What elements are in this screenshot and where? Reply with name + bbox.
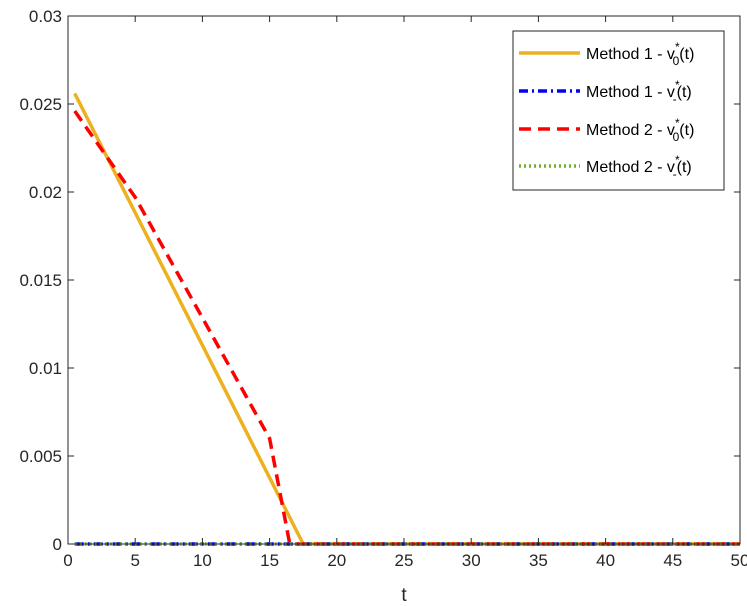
x-tick-label: 20 (327, 551, 346, 570)
x-tick-label: 5 (130, 551, 139, 570)
legend: Method 1 - v* 0(t) Method 1 - v* -(t) Method… (512, 30, 725, 191)
x-tick-label: 15 (260, 551, 279, 570)
legend-label-1: Method 1 - v* 0(t) (586, 40, 694, 68)
y-tick-label: 0.015 (19, 271, 62, 290)
x-tick-label: 30 (462, 551, 481, 570)
ticks-layer: 0 5 10 15 20 25 30 35 40 45 50 0 0.005 0.01 0.015 0.02 0… (19, 7, 747, 570)
y-tick-label: 0.03 (29, 7, 62, 26)
y-tick-label: 0.01 (29, 359, 62, 378)
x-tick-label: 0 (63, 551, 72, 570)
x-tick-label: 45 (663, 551, 682, 570)
legend-label-3: Method 2 - v* 0(t) (586, 116, 694, 144)
legend-label-2: Method 1 - v* -(t) (586, 78, 692, 106)
legend-box (512, 30, 725, 191)
x-tick-label: 40 (596, 551, 615, 570)
y-tick-label: 0.005 (19, 447, 62, 466)
y-tick-label: 0.02 (29, 183, 62, 202)
y-tick-label: 0.025 (19, 95, 62, 114)
x-axis-label: t (401, 585, 407, 606)
x-tick-label: 10 (193, 551, 212, 570)
legend-label-4: Method 2 - v* -(t) (586, 153, 692, 181)
x-tick-label: 25 (395, 551, 414, 570)
x-tick-label: 50 (731, 551, 747, 570)
y-tick-label: 0 (53, 535, 62, 554)
x-tick-label: 35 (529, 551, 548, 570)
